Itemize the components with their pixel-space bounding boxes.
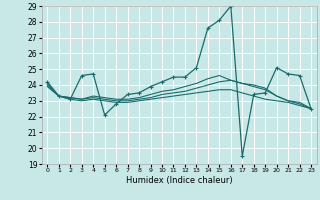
X-axis label: Humidex (Indice chaleur): Humidex (Indice chaleur) [126,176,233,185]
